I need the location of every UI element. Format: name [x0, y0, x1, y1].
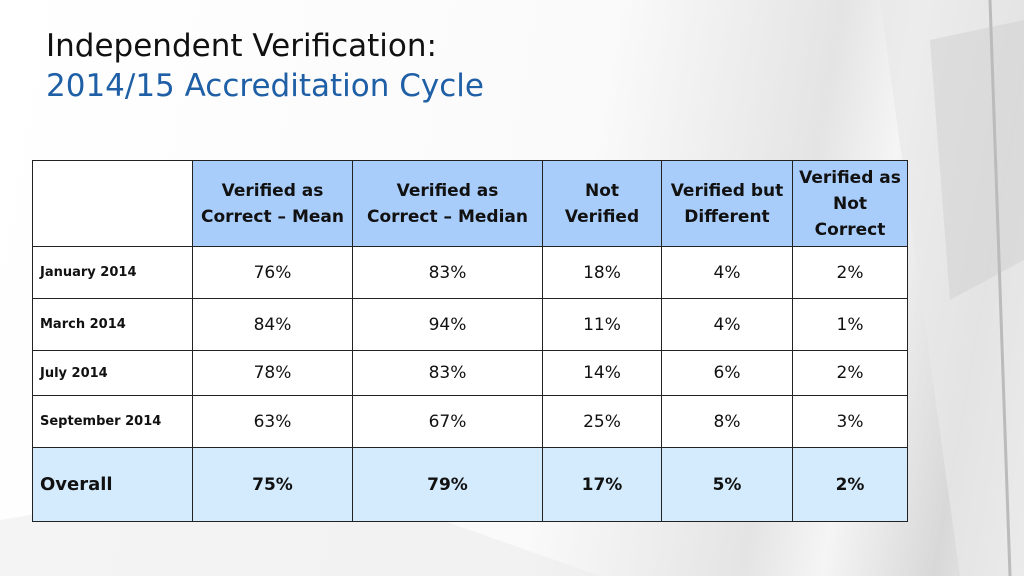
total-row: Overall 75% 79% 17% 5% 2%	[32, 447, 908, 522]
cell: 67%	[352, 395, 543, 448]
cell: 94%	[352, 298, 543, 351]
results-table: Verified as Correct – Mean Verified as Co…	[32, 160, 908, 522]
cell: 6%	[661, 350, 793, 396]
row-label: March 2014	[32, 298, 193, 351]
corner-cell	[32, 160, 193, 247]
cell: 25%	[542, 395, 662, 448]
cell: 17%	[542, 447, 662, 522]
column-header: Verified but Different	[661, 160, 793, 247]
cell: 3%	[792, 395, 908, 448]
table-row: January 2014 76% 83% 18% 4% 2%	[32, 246, 908, 299]
row-label: Overall	[32, 447, 193, 522]
table-row: July 2014 78% 83% 14% 6% 2%	[32, 350, 908, 396]
cell: 75%	[192, 447, 353, 522]
header-row: Verified as Correct – Mean Verified as Co…	[32, 160, 908, 247]
cell: 8%	[661, 395, 793, 448]
cell: 2%	[792, 246, 908, 299]
cell: 4%	[661, 298, 793, 351]
cell: 14%	[542, 350, 662, 396]
cell: 1%	[792, 298, 908, 351]
cell: 79%	[352, 447, 543, 522]
title-line: Independent Verification:	[46, 28, 437, 64]
column-header: Verified as Correct – Median	[352, 160, 543, 247]
cell: 83%	[352, 350, 543, 396]
subtitle: 2014/15 Accreditation Cycle	[46, 68, 484, 104]
cell: 2%	[792, 350, 908, 396]
cell: 83%	[352, 246, 543, 299]
cell: 5%	[661, 447, 793, 522]
cell: 11%	[542, 298, 662, 351]
title: Independent Verification: 2014/15 Accred…	[46, 26, 484, 106]
cell: 18%	[542, 246, 662, 299]
table-row: March 2014 84% 94% 11% 4% 1%	[32, 298, 908, 351]
column-header: Verified as Correct – Mean	[192, 160, 353, 247]
row-label: September 2014	[32, 395, 193, 448]
cell: 4%	[661, 246, 793, 299]
column-header: Not Verified	[542, 160, 662, 247]
cell: 2%	[792, 447, 908, 522]
column-header: Verified as Not Correct	[792, 160, 908, 247]
row-label: January 2014	[32, 246, 193, 299]
cell: 84%	[192, 298, 353, 351]
table-row: September 2014 63% 67% 25% 8% 3%	[32, 395, 908, 448]
cell: 76%	[192, 246, 353, 299]
row-label: July 2014	[32, 350, 193, 396]
cell: 63%	[192, 395, 353, 448]
cell: 78%	[192, 350, 353, 396]
